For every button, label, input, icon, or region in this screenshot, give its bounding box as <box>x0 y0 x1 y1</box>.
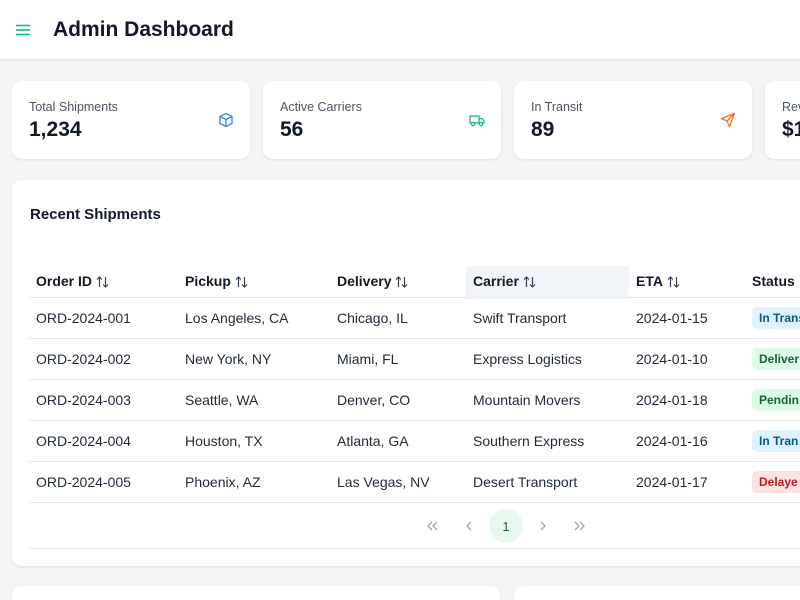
column-header-label: Carrier <box>473 273 519 290</box>
stat-label: In Transit <box>531 100 583 114</box>
column-header-delivery[interactable]: Delivery <box>330 266 466 298</box>
stat-label: Total Shipments <box>29 100 118 114</box>
cell-carrier: Desert Transport <box>466 461 629 503</box>
cell-eta: 2024-01-10 <box>629 338 745 380</box>
app-header: Admin Dashboard <box>0 0 800 60</box>
column-header-label: Status <box>752 273 795 290</box>
cell-eta: 2024-01-18 <box>629 379 745 421</box>
stats-row: Total Shipments 1,234 Active Carriers 56… <box>12 81 800 161</box>
stat-label: Rev <box>782 100 800 114</box>
shipments-table: Order ID Pickup Delivery Carrier ETA Sta… <box>29 266 800 503</box>
sort-icon <box>96 276 109 289</box>
sort-icon <box>235 276 248 289</box>
cell-carrier: Mountain Movers <box>466 379 629 421</box>
cell-pickup: Houston, TX <box>178 420 330 462</box>
cell-order-id: ORD-2024-003 <box>29 379 178 421</box>
cell-pickup: Phoenix, AZ <box>178 461 330 503</box>
stat-card-total-shipments: Total Shipments 1,234 <box>12 81 250 159</box>
menu-button[interactable] <box>9 16 37 44</box>
cell-eta: 2024-01-15 <box>629 297 745 339</box>
table-row[interactable]: ORD-2024-005 Phoenix, AZ Las Vegas, NV D… <box>29 461 800 503</box>
column-header-status[interactable]: Status <box>745 266 800 298</box>
box-icon <box>219 112 233 128</box>
cell-delivery: Denver, CO <box>330 379 466 421</box>
status-badge: Pendin <box>752 388 800 411</box>
stat-value: 89 <box>531 118 555 141</box>
chevron-right-icon <box>540 521 546 531</box>
stat-label: Active Carriers <box>280 100 362 114</box>
column-header-label: ETA <box>636 273 663 290</box>
status-badge: Delaye <box>752 470 800 493</box>
bottom-card-left <box>12 586 500 600</box>
cell-status: In Trans <box>745 297 800 339</box>
next-page-button[interactable] <box>526 509 560 543</box>
cell-pickup: Los Angeles, CA <box>178 297 330 339</box>
cell-pickup: Seattle, WA <box>178 379 330 421</box>
cell-carrier: Southern Express <box>466 420 629 462</box>
cell-carrier: Express Logistics <box>466 338 629 380</box>
column-header-label: Order ID <box>36 273 93 290</box>
cell-pickup: New York, NY <box>178 338 330 380</box>
table-header-row: Order ID Pickup Delivery Carrier ETA Sta… <box>29 266 800 298</box>
table-row[interactable]: ORD-2024-002 New York, NY Miami, FL Expr… <box>29 338 800 380</box>
status-badge: In Trans <box>752 306 800 329</box>
status-badge: In Tran <box>752 429 800 452</box>
last-page-button[interactable] <box>563 509 597 543</box>
stat-value: 1,234 <box>29 118 82 141</box>
sort-icon <box>523 276 536 289</box>
pagination: 1 <box>415 509 600 543</box>
table-row[interactable]: ORD-2024-004 Houston, TX Atlanta, GA Sou… <box>29 420 800 462</box>
cell-carrier: Swift Transport <box>466 297 629 339</box>
column-header-order-id[interactable]: Order ID <box>29 266 178 298</box>
table-row[interactable]: ORD-2024-001 Los Angeles, CA Chicago, IL… <box>29 297 800 339</box>
page-number-button[interactable]: 1 <box>489 509 523 543</box>
stat-card-revenue: Rev $1 <box>765 81 800 159</box>
stat-value: 56 <box>280 118 304 141</box>
sort-icon <box>396 276 408 289</box>
first-page-button[interactable] <box>415 509 449 543</box>
pagination-divider <box>29 548 800 549</box>
column-header-label: Pickup <box>185 273 231 290</box>
cell-order-id: ORD-2024-004 <box>29 420 178 462</box>
chevrons-right-icon <box>574 521 585 531</box>
stat-value: $1 <box>782 118 800 141</box>
cell-eta: 2024-01-16 <box>629 420 745 462</box>
cell-delivery: Las Vegas, NV <box>330 461 466 503</box>
cell-status: Pendin <box>745 379 800 421</box>
table-row[interactable]: ORD-2024-003 Seattle, WA Denver, CO Moun… <box>29 379 800 421</box>
recent-shipments-card: Recent Shipments Order ID Pickup Deliver… <box>12 180 800 566</box>
stat-card-active-carriers: Active Carriers 56 <box>263 81 501 159</box>
table-title: Recent Shipments <box>30 206 161 223</box>
column-header-pickup[interactable]: Pickup <box>178 266 330 298</box>
stat-card-in-transit: In Transit 89 <box>514 81 752 159</box>
cell-status: Deliver <box>745 338 800 380</box>
cell-eta: 2024-01-17 <box>629 461 745 503</box>
column-header-label: Delivery <box>337 273 392 290</box>
page-title: Admin Dashboard <box>53 17 234 41</box>
chevron-left-icon <box>466 521 472 531</box>
bottom-card-right <box>514 586 800 600</box>
cell-delivery: Atlanta, GA <box>330 420 466 462</box>
cell-delivery: Chicago, IL <box>330 297 466 339</box>
send-icon <box>720 112 736 128</box>
cell-delivery: Miami, FL <box>330 338 466 380</box>
status-badge: Deliver <box>752 347 800 370</box>
previous-page-button[interactable] <box>452 509 486 543</box>
column-header-eta[interactable]: ETA <box>629 266 745 298</box>
cell-order-id: ORD-2024-002 <box>29 338 178 380</box>
cell-order-id: ORD-2024-001 <box>29 297 178 339</box>
cell-status: Delaye <box>745 461 800 503</box>
cell-status: In Tran <box>745 420 800 462</box>
column-header-carrier[interactable]: Carrier <box>466 266 629 298</box>
sort-icon <box>667 276 680 289</box>
cell-order-id: ORD-2024-005 <box>29 461 178 503</box>
hamburger-menu-icon <box>16 24 30 35</box>
truck-icon <box>469 115 485 127</box>
chevrons-left-icon <box>427 521 438 531</box>
